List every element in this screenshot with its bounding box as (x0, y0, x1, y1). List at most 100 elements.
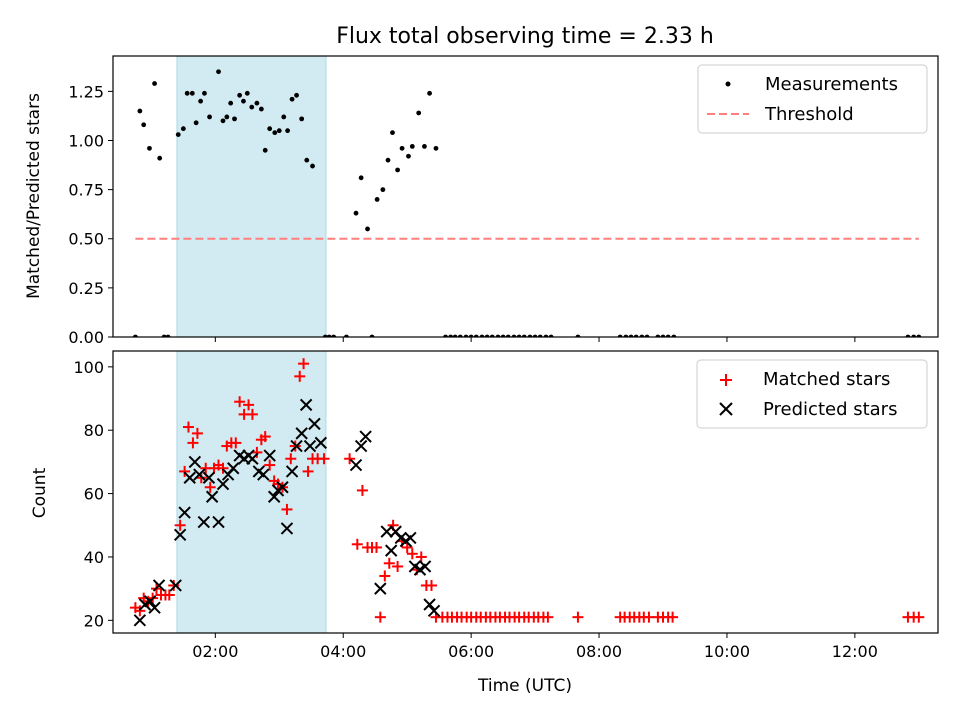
y-tick-label: 0.25 (68, 279, 104, 298)
predicted-star-point (205, 490, 219, 503)
legend-matched-marker (720, 374, 732, 386)
matched-star-point (351, 538, 363, 550)
matched-star-point (344, 453, 356, 465)
y-tick-label: 100 (73, 358, 104, 377)
matched-star-point (217, 462, 229, 474)
predicted-star-point (427, 604, 441, 618)
measurement-point (374, 197, 380, 202)
ratio-panel: Matched/Predicted stars 0.00 0.25 0.50 0.75… (24, 55, 939, 347)
predicted-star-point (359, 430, 372, 443)
ratio-x-ticks (214, 337, 856, 342)
predicted-star-point (423, 598, 436, 611)
predicted-star-point (299, 398, 313, 412)
matched-star-point (302, 465, 314, 477)
predicted-star-point (290, 439, 303, 453)
predicted-star-point (354, 439, 368, 453)
count-y-ticks: 20 40 60 80 100 (73, 358, 113, 630)
matched-star-point (204, 481, 216, 493)
predicted-star-point (308, 417, 321, 431)
measurement-point (365, 226, 370, 232)
predicted-star-point (404, 531, 417, 545)
ratio-y-ticks: 0.00 0.25 0.50 0.75 1.00 1.25 (68, 82, 113, 347)
measurement-point (232, 116, 237, 122)
measurement-point (244, 90, 250, 96)
ratio-observing-span (176, 56, 327, 337)
measurement-point (262, 147, 268, 153)
measurement-point (399, 145, 405, 151)
predicted-star-point (183, 471, 196, 484)
predicted-star-point (276, 481, 289, 494)
count-frame (112, 350, 939, 634)
matched-star-point (542, 611, 554, 623)
predicted-star-point (384, 544, 398, 557)
measurement-point (281, 114, 287, 120)
count-x-ticks: 02:00 04:00 06:00 08:00 10:00 12:00 (192, 633, 878, 661)
measurement-point (285, 128, 290, 134)
y-tick-label: 0.50 (68, 230, 104, 249)
measurement-point (180, 126, 186, 132)
predicted-star-point (193, 468, 206, 481)
count-panel: Count Time (UTC) 20 40 60 80 100 02:00 04:00 06… (30, 350, 939, 696)
matched-star-point (667, 611, 679, 623)
predicted-star-point (295, 427, 308, 440)
predicted-star-point (202, 471, 216, 484)
legend-measurements-marker (725, 81, 731, 87)
ratio-data-layer (132, 56, 922, 337)
count-data-layer (129, 351, 925, 633)
y-tick-label: 80 (84, 421, 104, 440)
count-series-predicted-stars (133, 398, 441, 627)
matched-star-point (243, 399, 255, 411)
count-observing-span (176, 351, 327, 633)
measurement-point (294, 92, 299, 98)
measurement-point (422, 143, 427, 149)
matched-star-point (174, 519, 186, 531)
matched-star-point (285, 453, 297, 465)
measurement-point (220, 118, 226, 124)
measurement-point (254, 100, 260, 106)
y-tick-label: 0.00 (68, 328, 104, 347)
measurement-point (216, 69, 221, 75)
matched-star-point (163, 589, 175, 601)
count-legend: Matched stars Predicted stars (696, 359, 928, 429)
predicted-star-point (257, 468, 270, 481)
measurement-point (147, 145, 152, 151)
predicted-star-point (152, 579, 166, 592)
measurement-point (193, 120, 199, 126)
predicted-star-point (418, 560, 432, 573)
predicted-star-point (263, 449, 276, 462)
matched-star-point (246, 408, 258, 420)
measurement-point (427, 90, 432, 96)
measurement-point (207, 114, 212, 120)
measurement-point (310, 163, 315, 169)
count-plot-area: 20 40 60 80 100 02:00 04:00 06:00 08:00 10:00 12:0… (73, 350, 939, 661)
predicted-star-point (380, 525, 393, 538)
matched-star-point (318, 453, 330, 465)
matched-star-point (187, 437, 199, 449)
measurement-point (299, 116, 305, 122)
matched-star-point (379, 570, 391, 582)
predicted-star-point (197, 515, 211, 529)
top-y-axis-label: Matched/Predicted stars (24, 93, 44, 299)
x-tick-label: 04:00 (320, 642, 366, 661)
measurement-point (184, 90, 190, 96)
y-tick-label: 0.75 (68, 181, 104, 200)
measurement-point (276, 128, 282, 134)
predicted-star-point (148, 601, 161, 614)
matched-star-point (370, 541, 382, 553)
ratio-frame (112, 55, 939, 338)
measurement-point (175, 132, 181, 138)
measurement-point (237, 92, 243, 98)
measurement-point (272, 130, 278, 136)
matched-star-point (572, 611, 584, 623)
matched-star-point (182, 421, 194, 433)
matched-star-point (356, 484, 368, 496)
predicted-star-point (143, 595, 157, 608)
measurement-point (157, 155, 163, 161)
matched-star-point (406, 548, 418, 560)
legend-matched-label: Matched stars (763, 369, 890, 390)
matched-star-point (251, 446, 263, 458)
matched-star-point (298, 358, 310, 370)
measurement-point (380, 187, 386, 193)
matched-star-point (415, 551, 427, 563)
measurement-point (395, 167, 400, 173)
